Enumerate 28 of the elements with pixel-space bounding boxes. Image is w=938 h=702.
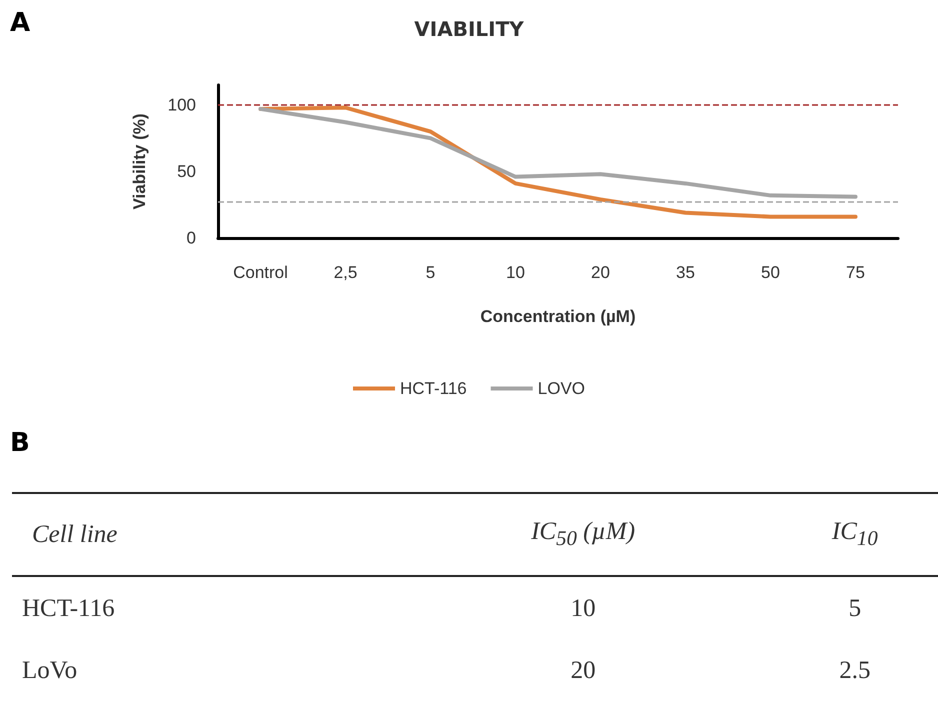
x-tick-label: 75 [846, 263, 865, 282]
x-tick-label: 50 [761, 263, 780, 282]
text: 10 [570, 595, 596, 622]
text: 20 [570, 657, 596, 684]
category-label: IC$_{50}$ (µM) [394, 493, 772, 576]
x-axis-title: Concentration (µM) [480, 307, 636, 326]
y-axis-title: Viability (%) [130, 113, 149, 210]
x-tick-label: 5 [426, 263, 436, 282]
x-tick-label: 20 [591, 263, 610, 282]
legend-label: HCT-116 [400, 379, 467, 398]
x-tick-label: 10 [506, 263, 525, 282]
text: 5 [848, 595, 862, 622]
y-tick-label: 100 [168, 95, 196, 114]
category-label: HCT-116 [22, 595, 115, 622]
y-tick-label: 0 [186, 228, 196, 248]
y-tick-label: 50 [177, 162, 196, 181]
category-label: IC$_{10}$ [772, 493, 938, 576]
text: Cell line [12, 493, 394, 576]
line-series [258, 106, 858, 199]
text: A [10, 8, 30, 38]
text: 2.5 [839, 657, 870, 684]
chart-title: VIABILITY [414, 17, 524, 41]
x-tick-label: 35 [676, 263, 695, 282]
legend-label: LOVO [538, 379, 586, 398]
text: B [10, 428, 30, 458]
x-tick-label: 2,5 [334, 263, 358, 282]
x-tick-label: Control [233, 263, 288, 282]
category-label: LoVo [22, 657, 78, 684]
